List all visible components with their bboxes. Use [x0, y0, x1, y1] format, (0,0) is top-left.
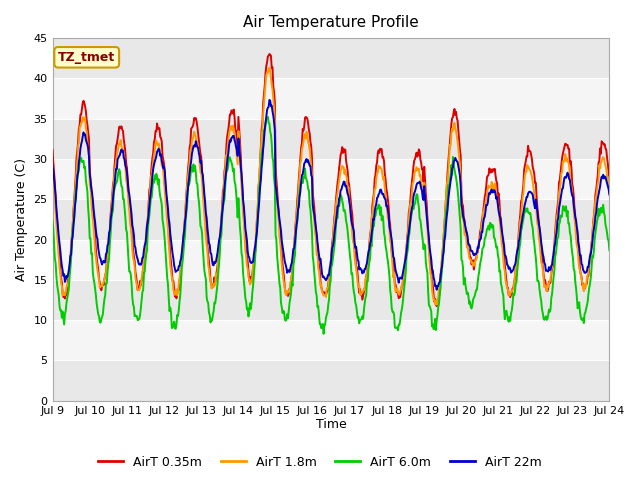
AirT 0.35m [49, 147, 56, 153]
AirT 22m [266, 97, 273, 103]
AirT 22m [202, 210, 210, 216]
AirT 22m [59, 267, 67, 273]
AirT 22m [416, 179, 424, 184]
AirT 22m [116, 152, 124, 157]
AirT 1.8m [202, 234, 210, 240]
AirT 6.0m [400, 286, 408, 291]
Title: Air Temperature Profile: Air Temperature Profile [243, 15, 419, 30]
Text: TZ_tmet: TZ_tmet [58, 51, 115, 64]
Bar [52, 119, 609, 159]
AirT 1.8m [116, 141, 124, 147]
AirT 1.8m [605, 190, 613, 196]
AirT 0.35m [416, 148, 424, 154]
AirT 1.8m [173, 287, 180, 292]
AirT 1.8m [59, 292, 67, 298]
AirT 0.35m [433, 303, 440, 309]
AirT 6.0m [59, 309, 67, 314]
AirT 6.0m [202, 276, 210, 282]
AirT 0.35m [116, 124, 124, 130]
Line: AirT 0.35m: AirT 0.35m [52, 54, 609, 306]
Line: AirT 22m: AirT 22m [52, 100, 609, 289]
AirT 22m [49, 162, 56, 168]
AirT 6.0m [264, 114, 272, 120]
AirT 22m [399, 268, 407, 274]
Bar [52, 159, 609, 199]
AirT 0.35m [173, 295, 180, 301]
Line: AirT 6.0m: AirT 6.0m [52, 117, 609, 334]
Bar [52, 360, 609, 401]
AirT 6.0m [116, 168, 124, 174]
Bar [52, 199, 609, 240]
AirT 6.0m [173, 321, 180, 327]
AirT 0.35m [399, 273, 407, 279]
AirT 1.8m [433, 302, 440, 308]
AirT 0.35m [202, 222, 210, 228]
AirT 22m [605, 192, 613, 197]
AirT 0.35m [605, 176, 613, 182]
AirT 0.35m [266, 51, 273, 57]
Legend: AirT 0.35m, AirT 1.8m, AirT 6.0m, AirT 22m: AirT 0.35m, AirT 1.8m, AirT 6.0m, AirT 2… [93, 451, 547, 474]
AirT 6.0m [49, 218, 56, 224]
X-axis label: Time: Time [316, 419, 346, 432]
AirT 1.8m [266, 65, 273, 71]
AirT 0.35m [59, 290, 67, 296]
Bar [52, 78, 609, 119]
AirT 6.0m [320, 331, 328, 337]
Bar [52, 38, 609, 78]
AirT 1.8m [416, 173, 424, 179]
Bar [52, 240, 609, 280]
Line: AirT 1.8m: AirT 1.8m [52, 68, 609, 305]
AirT 1.8m [49, 164, 56, 170]
Bar [52, 320, 609, 360]
AirT 22m [173, 268, 180, 274]
Y-axis label: Air Temperature (C): Air Temperature (C) [15, 158, 28, 281]
AirT 6.0m [605, 247, 613, 253]
Bar [52, 280, 609, 320]
AirT 22m [433, 287, 440, 292]
AirT 1.8m [399, 274, 407, 279]
AirT 6.0m [417, 217, 424, 223]
